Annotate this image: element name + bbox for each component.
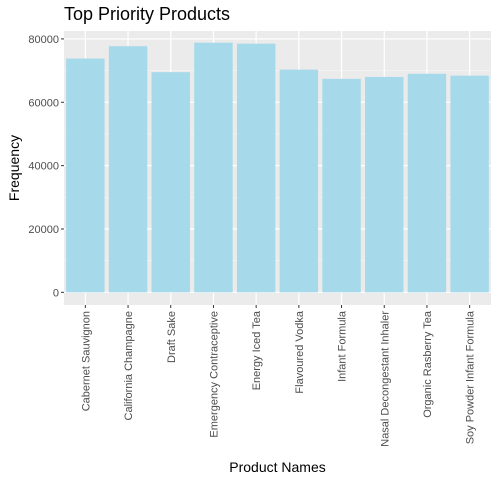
y-tick-label: 0 (53, 287, 59, 299)
x-tick-label: Energy Iced Tea (251, 310, 263, 390)
x-tick-label: Organic Rasberry Tea (422, 310, 434, 418)
x-tick-label: Soy Powder Infant Formula (465, 310, 477, 444)
bar (151, 72, 190, 293)
bars (66, 42, 489, 293)
bar (365, 76, 404, 293)
x-tick-label: Draft Sake (166, 311, 178, 363)
bar (66, 58, 105, 293)
x-axis: Cabernet Sauvignon California Champagne Dr… (80, 305, 477, 447)
y-tick-label: 40000 (28, 161, 59, 173)
y-tick-label: 80000 (28, 34, 59, 46)
bar (322, 78, 361, 293)
y-axis-title: Frequency (6, 135, 22, 201)
bar (279, 69, 319, 293)
y-axis: 0 20000 40000 60000 80000 (28, 34, 64, 299)
bar (194, 42, 233, 293)
bar (407, 73, 447, 293)
bar (450, 75, 489, 293)
x-tick-label: Cabernet Sauvignon (80, 311, 92, 411)
x-tick-label: Emergency Contraceptive (208, 311, 220, 438)
y-tick-label: 20000 (28, 224, 59, 236)
x-tick-label: Infant Formula (337, 310, 349, 382)
y-tick-label: 60000 (28, 97, 59, 109)
x-tick-label: Nasal Decongestant Inhaler (379, 311, 391, 447)
x-axis-title: Product Names (229, 459, 325, 475)
chart-title: Top Priority Products (64, 4, 231, 24)
bar (108, 46, 148, 293)
x-tick-label: Flavoured Vodka (294, 310, 306, 393)
bar (236, 43, 276, 293)
x-tick-label: California Champagne (123, 311, 135, 420)
